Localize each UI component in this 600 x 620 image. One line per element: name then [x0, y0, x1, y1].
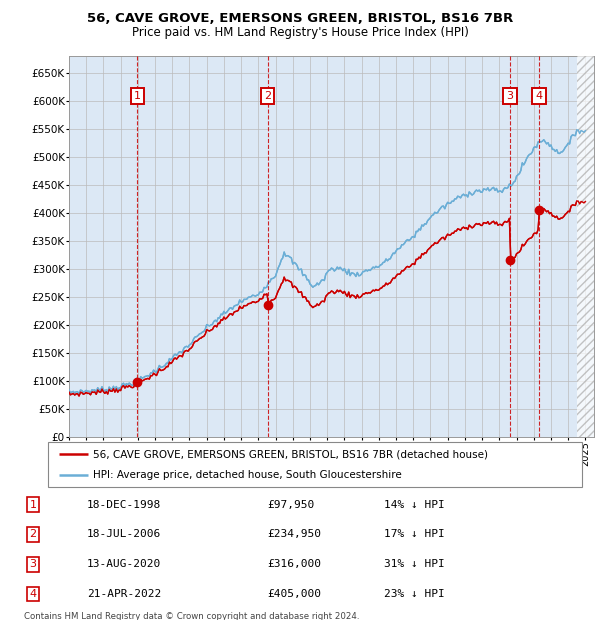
Text: 1: 1	[134, 91, 140, 101]
Text: 31% ↓ HPI: 31% ↓ HPI	[384, 559, 445, 569]
Text: Contains HM Land Registry data © Crown copyright and database right 2024.: Contains HM Land Registry data © Crown c…	[24, 612, 359, 620]
Text: £97,950: £97,950	[267, 500, 314, 510]
Text: 3: 3	[29, 559, 37, 569]
Text: Price paid vs. HM Land Registry's House Price Index (HPI): Price paid vs. HM Land Registry's House …	[131, 26, 469, 39]
Text: 3: 3	[506, 91, 514, 101]
Text: 4: 4	[535, 91, 542, 101]
Text: £405,000: £405,000	[267, 589, 321, 599]
Text: 17% ↓ HPI: 17% ↓ HPI	[384, 529, 445, 539]
Text: 18-DEC-1998: 18-DEC-1998	[87, 500, 161, 510]
Text: 23% ↓ HPI: 23% ↓ HPI	[384, 589, 445, 599]
Text: 18-JUL-2006: 18-JUL-2006	[87, 529, 161, 539]
Text: 2: 2	[264, 91, 271, 101]
Text: 13-AUG-2020: 13-AUG-2020	[87, 559, 161, 569]
Text: £234,950: £234,950	[267, 529, 321, 539]
Text: 21-APR-2022: 21-APR-2022	[87, 589, 161, 599]
Text: 4: 4	[29, 589, 37, 599]
Text: 1: 1	[29, 500, 37, 510]
FancyBboxPatch shape	[48, 442, 582, 487]
Text: 14% ↓ HPI: 14% ↓ HPI	[384, 500, 445, 510]
Text: £316,000: £316,000	[267, 559, 321, 569]
Text: 56, CAVE GROVE, EMERSONS GREEN, BRISTOL, BS16 7BR (detached house): 56, CAVE GROVE, EMERSONS GREEN, BRISTOL,…	[94, 449, 488, 459]
Text: 56, CAVE GROVE, EMERSONS GREEN, BRISTOL, BS16 7BR: 56, CAVE GROVE, EMERSONS GREEN, BRISTOL,…	[87, 12, 513, 25]
Text: 2: 2	[29, 529, 37, 539]
Text: HPI: Average price, detached house, South Gloucestershire: HPI: Average price, detached house, Sout…	[94, 469, 402, 480]
